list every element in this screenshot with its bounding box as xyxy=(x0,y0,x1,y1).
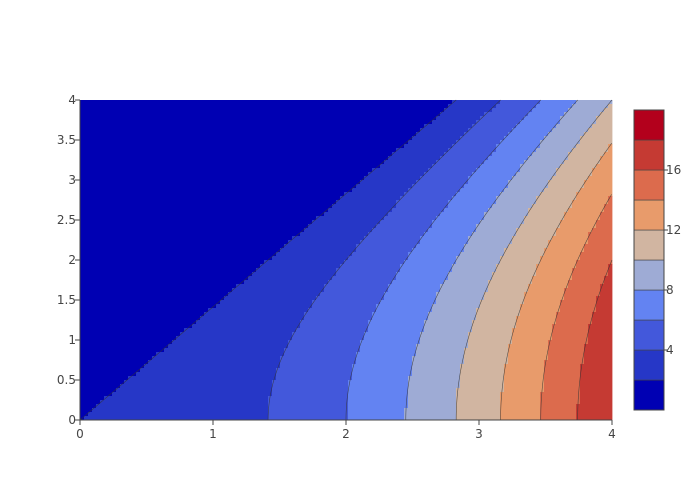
y-tick-label: 0.5 xyxy=(57,373,76,387)
y-tick-label: 1 xyxy=(68,333,76,347)
colorbar: 4 8 12 16 xyxy=(633,109,681,411)
plot-area xyxy=(80,100,613,421)
contour-line-16 xyxy=(577,259,613,420)
colorbar-band-0 xyxy=(633,379,665,411)
x-tick-label: 0 xyxy=(76,427,84,441)
contour-band-4 xyxy=(404,100,613,421)
x-tick-label: 2 xyxy=(342,427,350,441)
contour-lines xyxy=(79,99,613,421)
y-tick-label: 4 xyxy=(68,93,76,107)
contour-line-12 xyxy=(500,143,613,421)
colorbar-band-1 xyxy=(633,349,665,381)
colorbar-band-2 xyxy=(633,319,665,351)
x-tick-label: 4 xyxy=(608,427,616,441)
contour-band-6 xyxy=(500,144,613,421)
colorbar-band-3 xyxy=(633,289,665,321)
colorbar-tick-label: 12 xyxy=(666,223,681,237)
colorbar-band-7 xyxy=(633,169,665,201)
contour-band-5 xyxy=(456,104,613,421)
x-tick-label: 3 xyxy=(475,427,483,441)
contour-band-3 xyxy=(348,100,577,421)
x-axis: 0 1 2 3 4 xyxy=(76,419,616,441)
contour-line-10 xyxy=(455,99,613,421)
colorbar-border xyxy=(633,109,665,411)
y-tick-label: 3.5 xyxy=(57,133,76,147)
contour-band-8 xyxy=(576,264,613,421)
colorbar-band-4 xyxy=(633,259,665,291)
colorbar-band-5 xyxy=(633,229,665,261)
contour-line-6 xyxy=(345,99,541,421)
contour-band-1 xyxy=(84,100,501,421)
colorbar-tick-label: 8 xyxy=(666,283,674,297)
contour-line-4 xyxy=(267,99,501,421)
y-axis: 0 0.5 1 1.5 2 2.5 3 3.5 4 xyxy=(57,93,81,427)
colorbar-tick-label: 16 xyxy=(666,163,681,177)
colorbar-band-6 xyxy=(633,199,665,231)
y-tick-label: 3 xyxy=(68,173,76,187)
x-tick-label: 1 xyxy=(209,427,217,441)
colorbar-tick-label: 4 xyxy=(666,343,674,357)
y-tick-label: 0 xyxy=(68,413,76,427)
colorbar-band-8 xyxy=(633,139,665,171)
contour-line-8 xyxy=(405,99,578,421)
contour-line-14 xyxy=(540,194,612,420)
y-tick-label: 2 xyxy=(68,253,76,267)
contour-line-2 xyxy=(79,99,457,421)
colorbar-band-9 xyxy=(633,109,665,141)
contour-band-7 xyxy=(540,196,613,421)
y-tick-label: 2.5 xyxy=(57,213,76,227)
y-tick-label: 1.5 xyxy=(57,293,76,307)
